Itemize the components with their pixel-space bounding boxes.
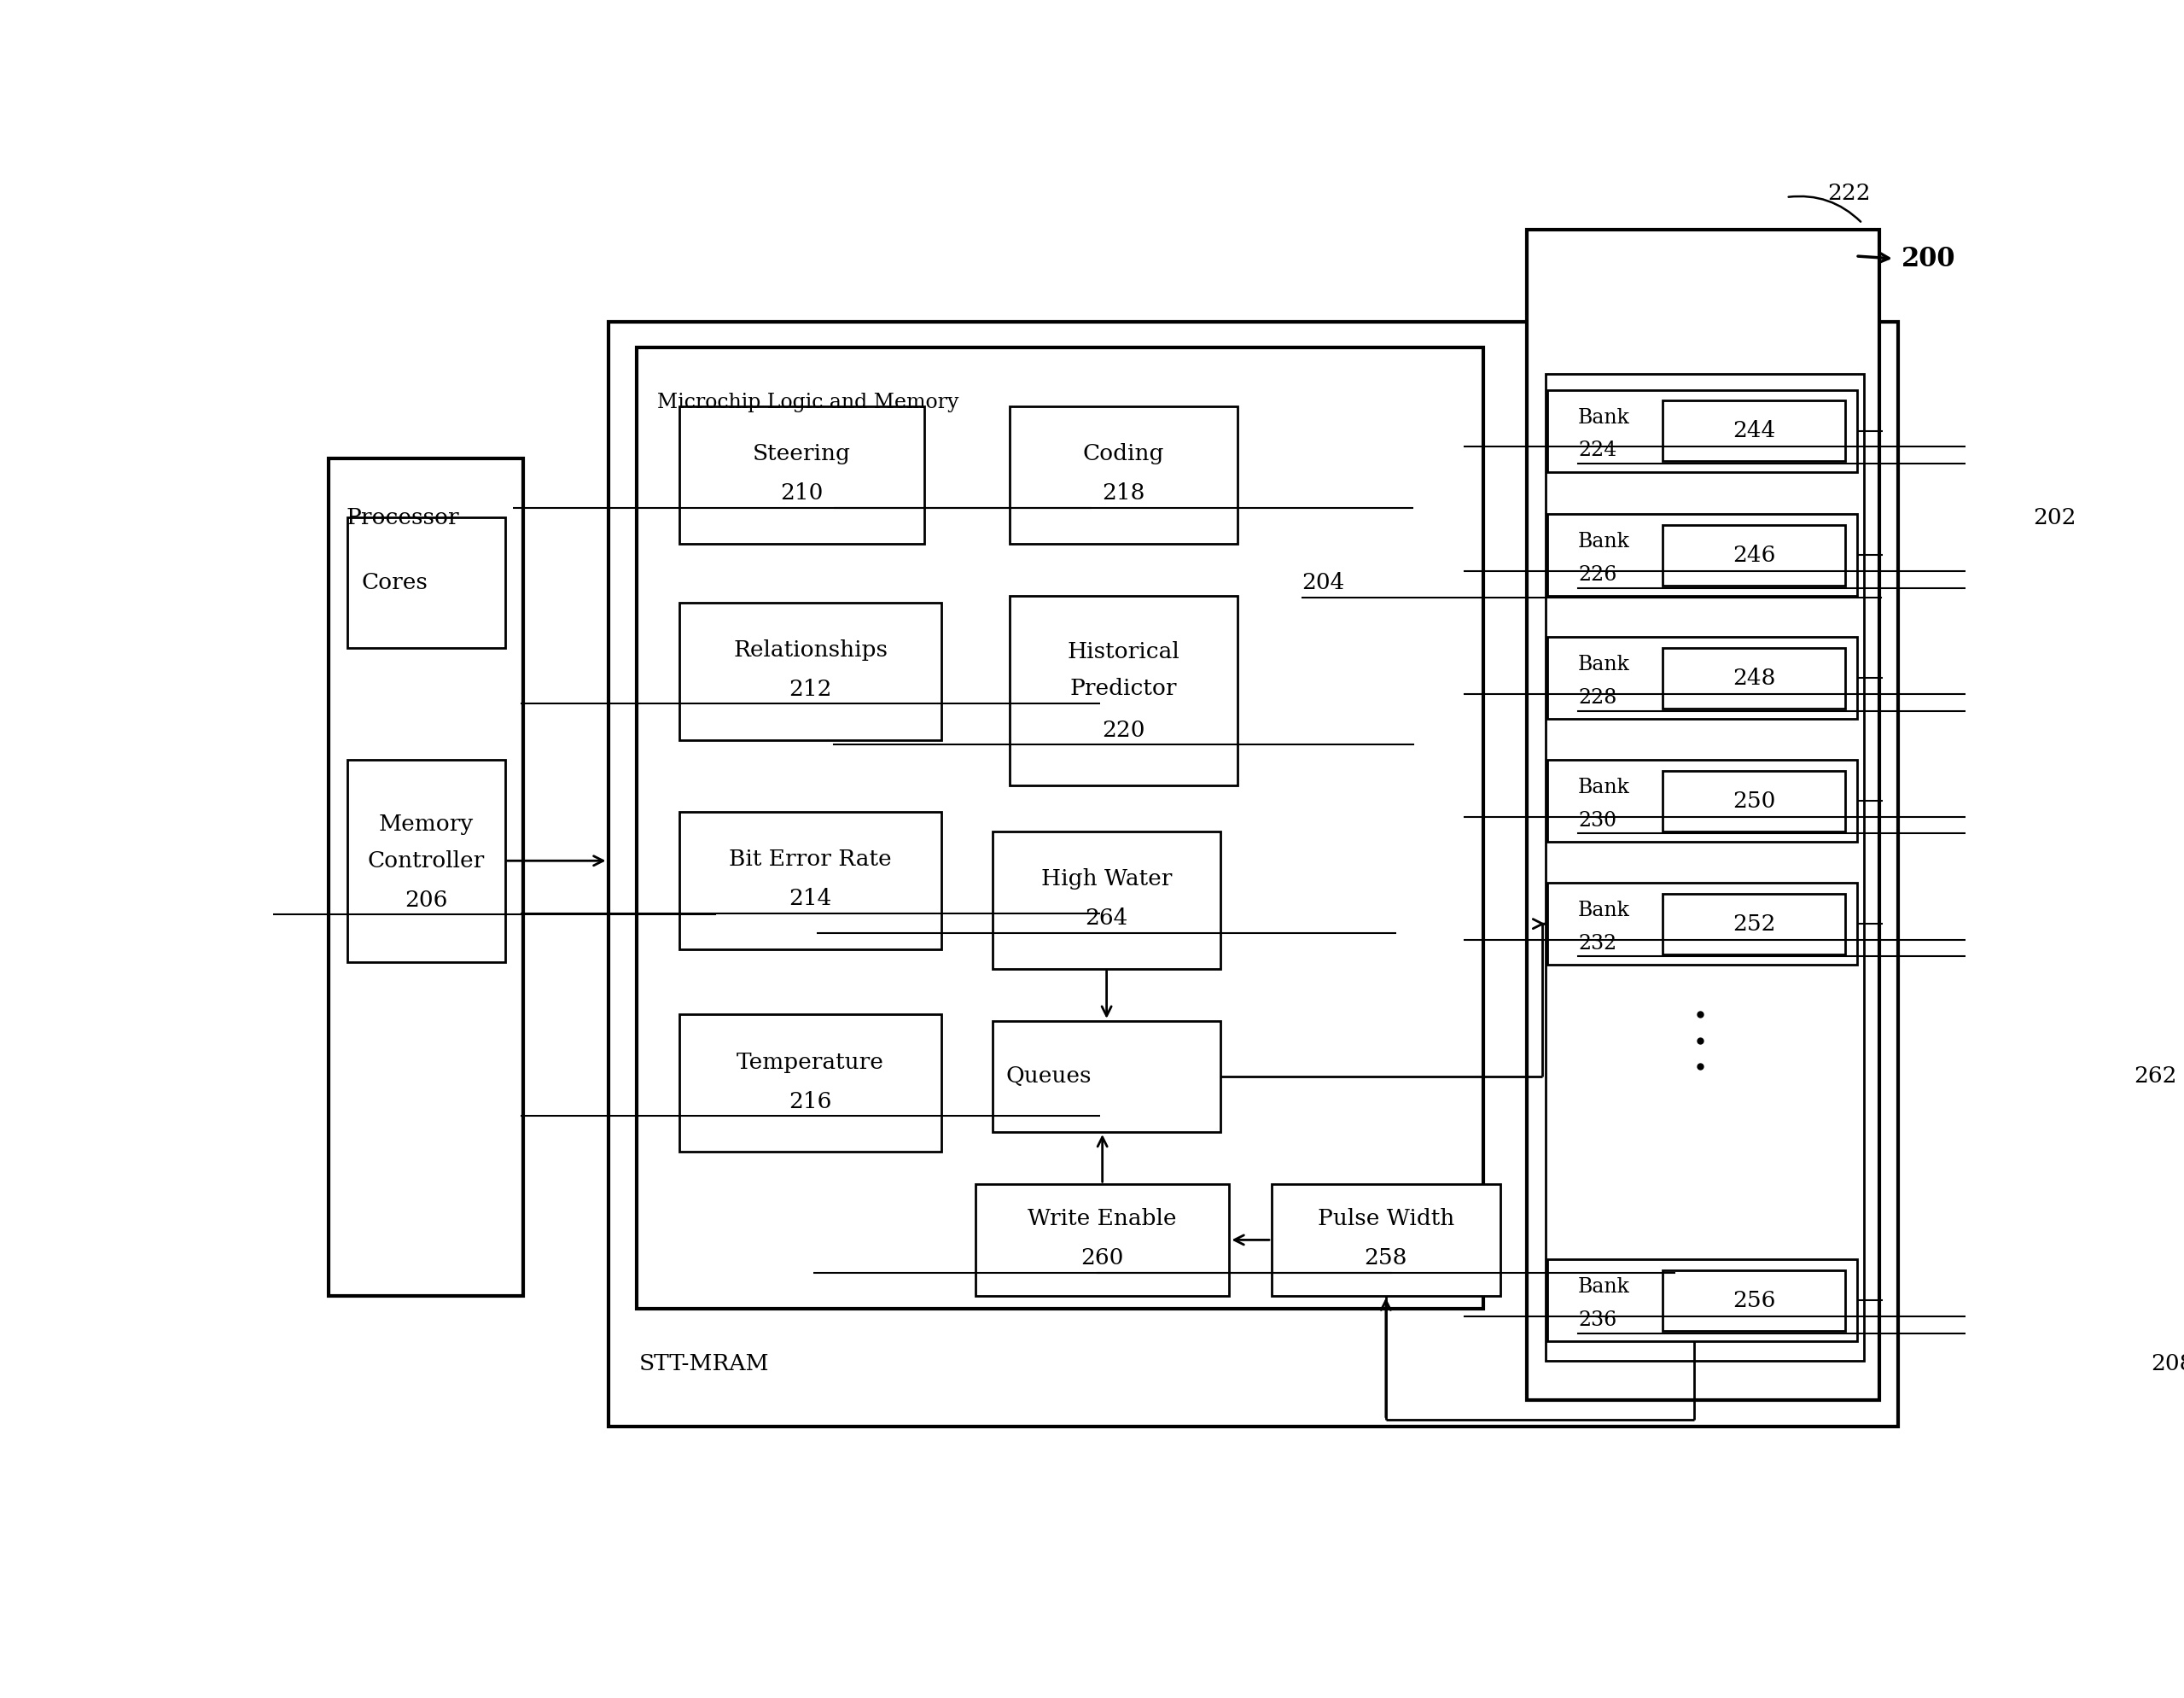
Text: Coding: Coding xyxy=(1083,443,1164,465)
Text: 220: 220 xyxy=(1103,720,1144,740)
Text: Microchip Logic and Memory: Microchip Logic and Memory xyxy=(657,392,959,413)
Bar xyxy=(992,1020,1221,1133)
Bar xyxy=(1662,771,1845,832)
Text: Steering: Steering xyxy=(753,443,852,465)
Text: 226: 226 xyxy=(1579,565,1616,584)
Bar xyxy=(1009,406,1238,543)
Bar xyxy=(679,406,924,543)
Text: 244: 244 xyxy=(1732,421,1776,441)
Text: 212: 212 xyxy=(788,679,832,700)
Bar xyxy=(679,603,941,740)
Text: 248: 248 xyxy=(1732,667,1776,689)
Bar xyxy=(1662,647,1845,708)
Bar xyxy=(992,832,1221,968)
Text: Relationships: Relationships xyxy=(734,640,887,661)
Bar xyxy=(638,348,1483,1309)
Bar xyxy=(1548,391,1856,472)
Bar xyxy=(1009,596,1238,786)
Text: 260: 260 xyxy=(1081,1248,1125,1268)
Text: 218: 218 xyxy=(1103,482,1144,504)
Text: 236: 236 xyxy=(1579,1311,1616,1330)
Text: 246: 246 xyxy=(1732,545,1776,565)
Text: 258: 258 xyxy=(1365,1248,1406,1268)
Text: 222: 222 xyxy=(1828,182,1872,204)
Text: Bank: Bank xyxy=(1579,902,1629,920)
Text: 228: 228 xyxy=(1579,688,1616,708)
Text: 202: 202 xyxy=(2033,508,2077,528)
Text: Memory: Memory xyxy=(378,813,474,835)
Text: Bank: Bank xyxy=(1579,778,1629,798)
Bar xyxy=(1271,1185,1500,1296)
Text: 210: 210 xyxy=(780,482,823,504)
Text: 250: 250 xyxy=(1732,790,1776,812)
Text: 224: 224 xyxy=(1579,441,1616,460)
Text: Bit Error Rate: Bit Error Rate xyxy=(729,849,891,869)
Text: 256: 256 xyxy=(1732,1290,1776,1311)
Text: High Water: High Water xyxy=(1042,868,1173,890)
Bar xyxy=(330,458,524,1296)
Bar xyxy=(1662,1270,1845,1331)
Bar xyxy=(1662,401,1845,462)
Bar xyxy=(1548,761,1856,842)
Bar xyxy=(347,518,505,649)
Text: Historical: Historical xyxy=(1068,640,1179,662)
Text: Queues: Queues xyxy=(1007,1066,1092,1087)
Bar xyxy=(1548,637,1856,718)
Bar xyxy=(679,812,941,949)
Text: 232: 232 xyxy=(1579,934,1616,953)
Text: 206: 206 xyxy=(404,890,448,910)
Bar xyxy=(1548,883,1856,964)
Text: 216: 216 xyxy=(788,1090,832,1112)
Text: 208: 208 xyxy=(2151,1353,2184,1374)
Bar xyxy=(1546,374,1865,1360)
Text: Bank: Bank xyxy=(1579,531,1629,552)
Text: 230: 230 xyxy=(1579,810,1616,830)
Bar xyxy=(1548,1260,1856,1341)
Text: Processor: Processor xyxy=(345,508,459,528)
Text: 264: 264 xyxy=(1085,908,1129,929)
Text: Bank: Bank xyxy=(1579,1277,1629,1297)
Text: Controller: Controller xyxy=(367,851,485,871)
Bar xyxy=(1527,229,1878,1401)
Text: Write Enable: Write Enable xyxy=(1029,1209,1177,1229)
Text: Bank: Bank xyxy=(1579,408,1629,428)
Bar xyxy=(607,321,1898,1426)
Bar xyxy=(679,1014,941,1151)
Text: STT-MRAM: STT-MRAM xyxy=(638,1353,769,1374)
Text: Bank: Bank xyxy=(1579,655,1629,674)
Bar xyxy=(1662,525,1845,586)
Text: 204: 204 xyxy=(1302,572,1345,594)
Bar xyxy=(347,759,505,963)
Text: Temperature: Temperature xyxy=(736,1051,885,1073)
Text: 214: 214 xyxy=(788,888,832,910)
Text: Pulse Width: Pulse Width xyxy=(1317,1209,1455,1229)
Text: Cores: Cores xyxy=(360,572,428,594)
Bar xyxy=(1548,514,1856,596)
Text: 252: 252 xyxy=(1732,914,1776,934)
Bar xyxy=(1662,893,1845,954)
Text: Predictor: Predictor xyxy=(1070,678,1177,700)
Text: 262: 262 xyxy=(2134,1066,2177,1087)
Text: 200: 200 xyxy=(1902,246,1955,272)
Bar xyxy=(976,1185,1230,1296)
